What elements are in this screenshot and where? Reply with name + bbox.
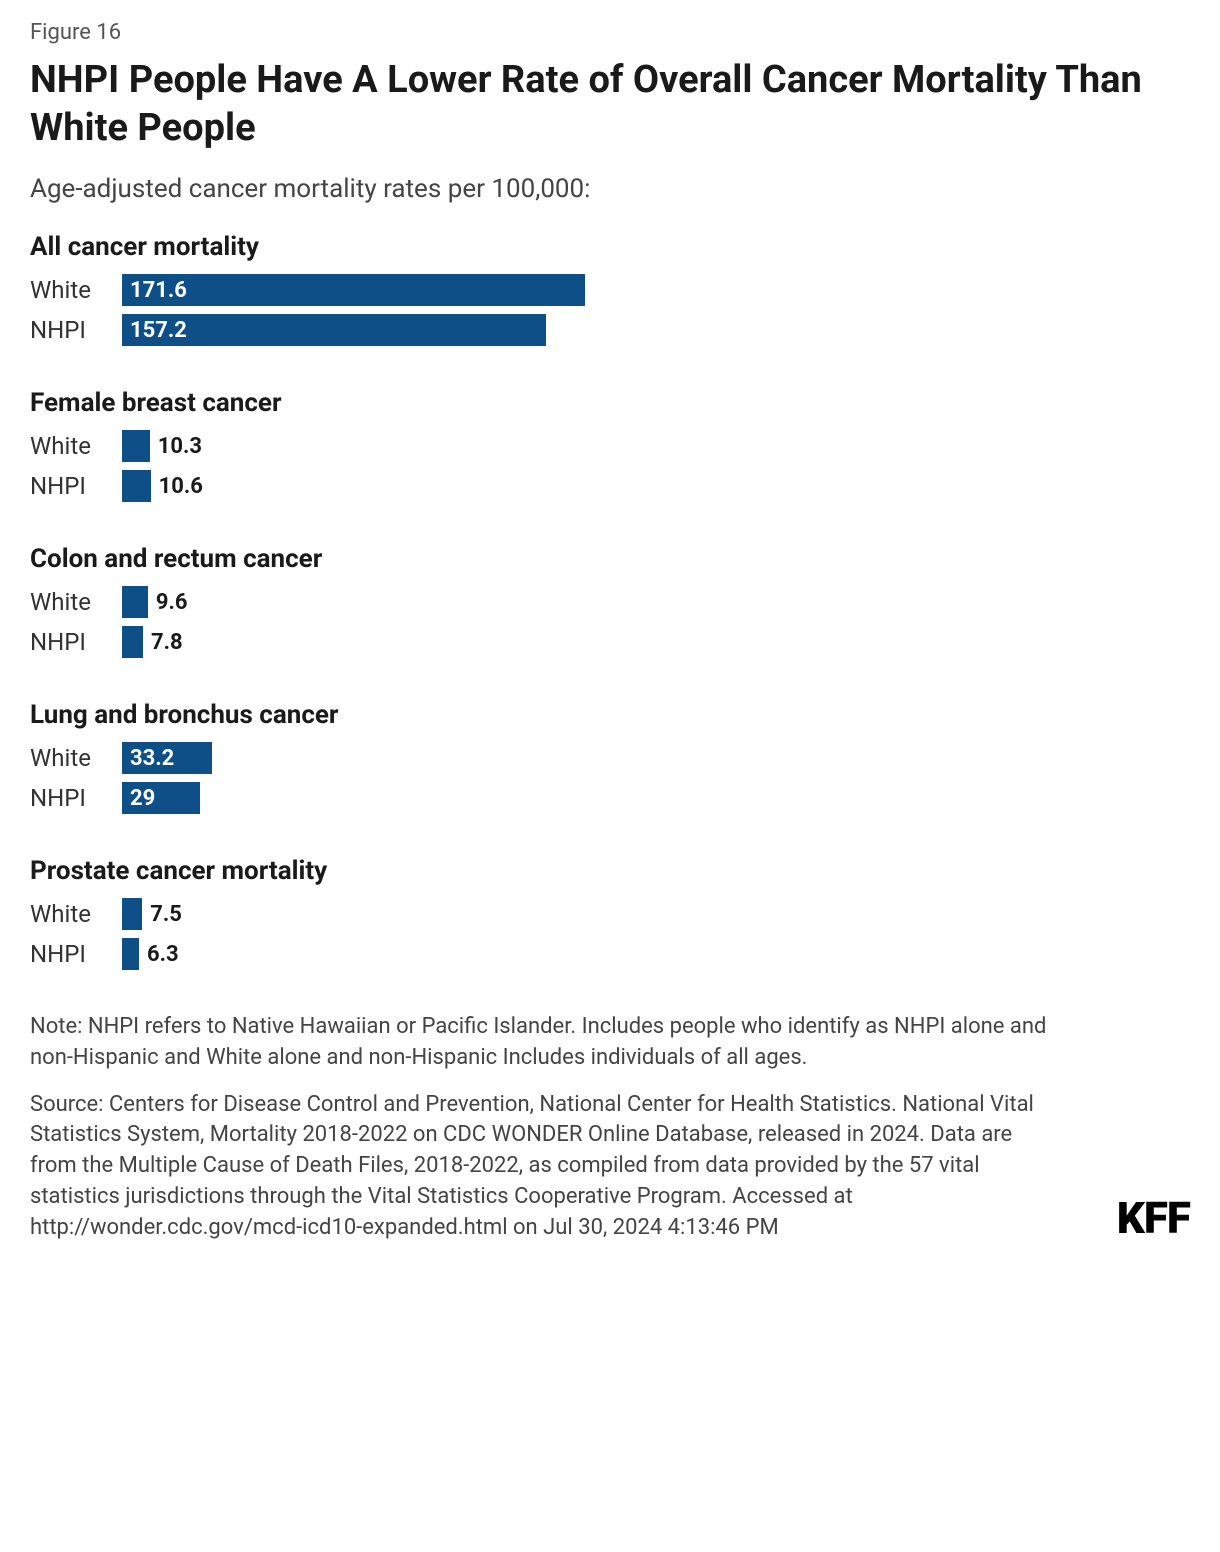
bar-value: 10.3 (150, 434, 202, 459)
footer: Source: Centers for Disease Control and … (30, 1090, 1190, 1244)
bar: 33.2 (122, 742, 212, 774)
bar-track: 171.6 (122, 274, 1190, 306)
row-label: White (30, 432, 122, 460)
bar (122, 898, 142, 930)
bar-value: 6.3 (139, 942, 179, 967)
bar-row: NHPI 7.8 (30, 624, 1190, 660)
row-label: White (30, 900, 122, 928)
note-text: Note: NHPI refers to Native Hawaiian or … (30, 1012, 1050, 1074)
group-title: Lung and bronchus cancer (30, 700, 1190, 730)
bar-row: NHPI 6.3 (30, 936, 1190, 972)
bar: 29 (122, 782, 200, 814)
bar-row: NHPI29 (30, 780, 1190, 816)
bar-value: 10.6 (151, 474, 203, 499)
group-title: Female breast cancer (30, 388, 1190, 418)
bar-value: 29 (122, 786, 155, 811)
row-label: NHPI (30, 316, 122, 344)
bar-track: 10.3 (122, 430, 1190, 462)
bar-value: 171.6 (122, 278, 187, 303)
kff-logo: KFF (1117, 1192, 1190, 1244)
bar: 157.2 (122, 314, 546, 346)
bar-value: 33.2 (122, 746, 174, 771)
bar-row: White171.6 (30, 272, 1190, 308)
bar-track: 7.5 (122, 898, 1190, 930)
bar-row: NHPI 10.6 (30, 468, 1190, 504)
chart-title: NHPI People Have A Lower Rate of Overall… (30, 57, 1190, 152)
bar-track: 33.2 (122, 742, 1190, 774)
bar-value: 7.8 (143, 630, 183, 655)
chart-group: All cancer mortalityWhite171.6NHPI157.2 (30, 232, 1190, 348)
bar (122, 938, 139, 970)
bar-row: White 9.6 (30, 584, 1190, 620)
group-title: All cancer mortality (30, 232, 1190, 262)
bar-track: 10.6 (122, 470, 1190, 502)
row-label: NHPI (30, 472, 122, 500)
bar: 171.6 (122, 274, 585, 306)
chart-group: Prostate cancer mortality White 7.5 NHPI 6.3 (30, 856, 1190, 972)
bar-track: 6.3 (122, 938, 1190, 970)
bar-row: White33.2 (30, 740, 1190, 776)
bar-track: 157.2 (122, 314, 1190, 346)
bar-track: 9.6 (122, 586, 1190, 618)
row-label: White (30, 744, 122, 772)
chart-group: Lung and bronchus cancerWhite33.2NHPI29 (30, 700, 1190, 816)
row-label: White (30, 276, 122, 304)
chart-group: Colon and rectum cancer White 9.6 NHPI 7.8 (30, 544, 1190, 660)
bar-row: NHPI157.2 (30, 312, 1190, 348)
group-title: Colon and rectum cancer (30, 544, 1190, 574)
row-label: NHPI (30, 940, 122, 968)
chart-body: All cancer mortalityWhite171.6NHPI157.2F… (30, 232, 1190, 972)
row-label: NHPI (30, 628, 122, 656)
bar (122, 470, 151, 502)
row-label: NHPI (30, 784, 122, 812)
group-title: Prostate cancer mortality (30, 856, 1190, 886)
chart-group: Female breast cancer White 10.3 NHPI 10.6 (30, 388, 1190, 504)
chart-subtitle: Age-adjusted cancer mortality rates per … (30, 174, 1190, 204)
source-text: Source: Centers for Disease Control and … (30, 1090, 1050, 1244)
bar-row: White 10.3 (30, 428, 1190, 464)
bar (122, 430, 150, 462)
bar (122, 626, 143, 658)
row-label: White (30, 588, 122, 616)
bar-row: White 7.5 (30, 896, 1190, 932)
bar-value: 7.5 (142, 902, 182, 927)
bar-track: 29 (122, 782, 1190, 814)
bar (122, 586, 148, 618)
figure-number: Figure 16 (30, 20, 1190, 45)
bar-value: 157.2 (122, 318, 187, 343)
bar-value: 9.6 (148, 590, 188, 615)
bar-track: 7.8 (122, 626, 1190, 658)
